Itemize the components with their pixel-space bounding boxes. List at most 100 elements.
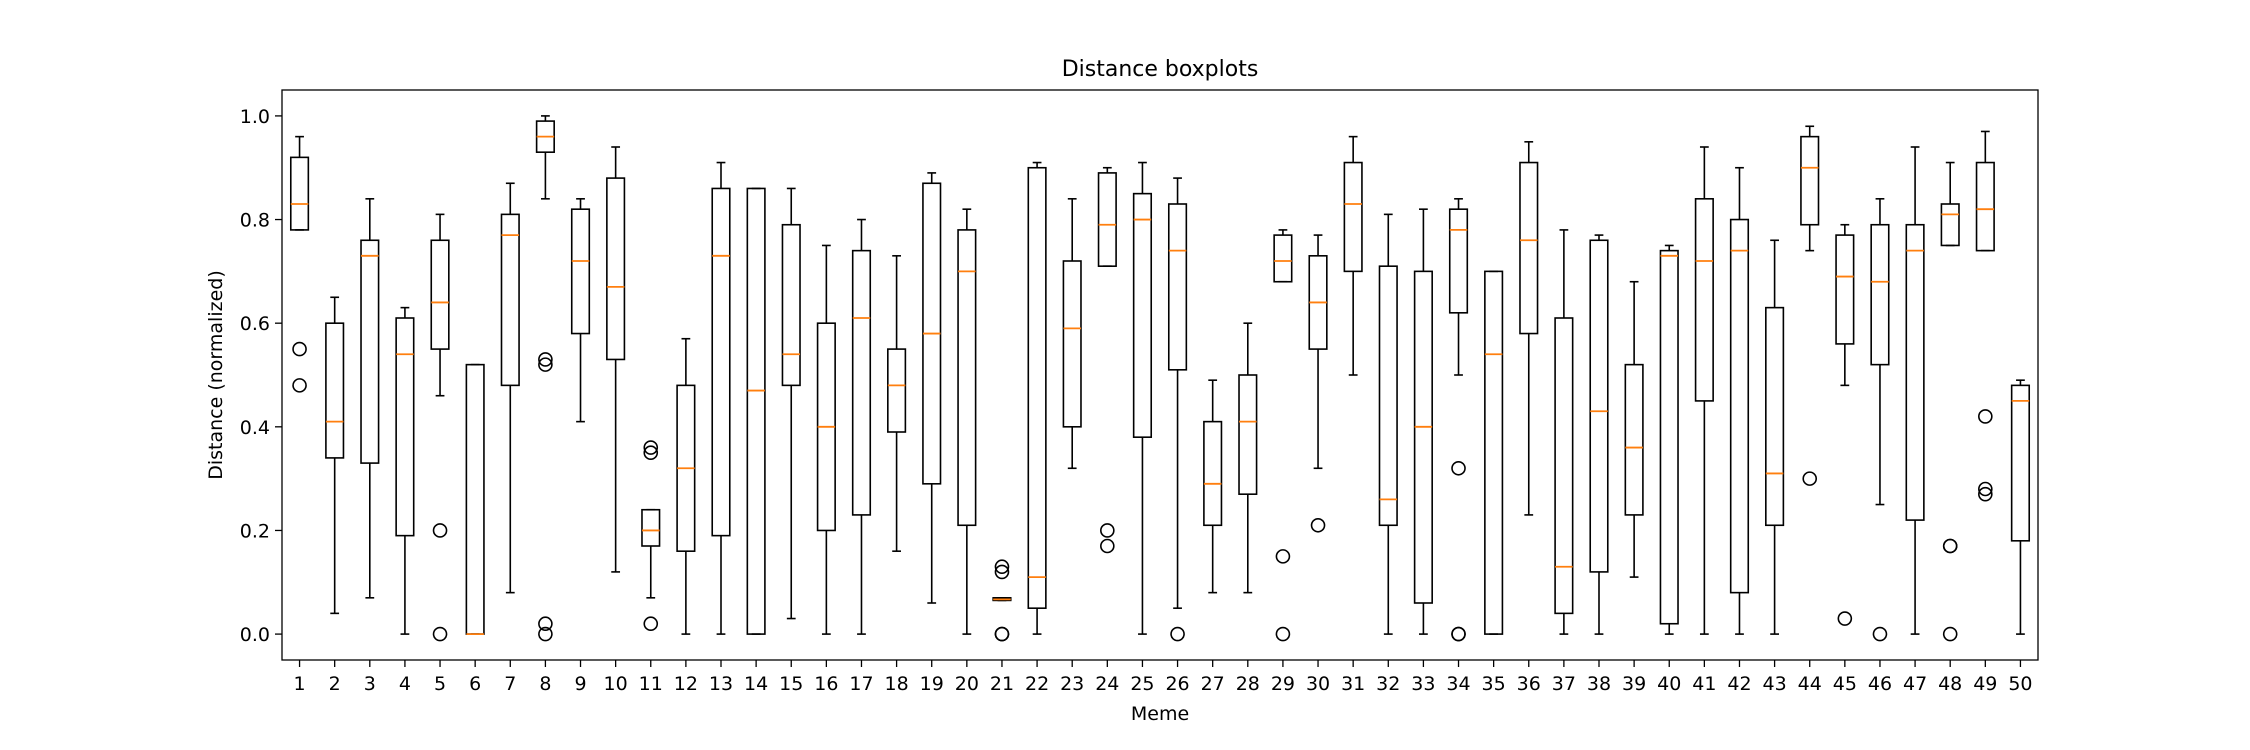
outlier-point — [1802, 471, 1818, 486]
x-tick-label: 3 — [364, 673, 376, 695]
x-tick-label: 34 — [1446, 673, 1470, 695]
x-tick-label: 48 — [1938, 673, 1962, 695]
box-iqr — [781, 223, 801, 387]
box-iqr — [1448, 208, 1469, 314]
box-iqr — [887, 348, 907, 433]
box-iqr — [1589, 239, 1609, 573]
x-tick-label: 32 — [1376, 673, 1400, 695]
x-tick-label: 4 — [399, 673, 411, 695]
outlier-point — [432, 523, 448, 538]
y-tick-label: 0.4 — [240, 417, 270, 439]
x-tick-label: 33 — [1411, 673, 1435, 695]
x-tick-label: 36 — [1517, 673, 1541, 695]
x-axis-label: Meme — [1131, 703, 1189, 725]
outlier-point — [994, 559, 1010, 575]
box-iqr — [2010, 384, 2031, 542]
x-tick-label: 1 — [294, 673, 306, 695]
outlier-point — [643, 445, 659, 461]
outlier-point — [994, 564, 1010, 580]
x-tick-label: 25 — [1130, 673, 1154, 695]
outlier-point — [1942, 626, 1958, 642]
x-tick-label: 2 — [329, 673, 341, 695]
outlier-point — [1978, 481, 1993, 497]
outlier-point — [1451, 626, 1466, 642]
x-tick-label: 7 — [504, 673, 516, 695]
box-iqr — [1554, 317, 1574, 615]
box-iqr — [570, 208, 591, 335]
outlier-point — [1978, 409, 1993, 424]
x-tick-label: 35 — [1482, 673, 1506, 695]
x-tick-label: 9 — [574, 673, 586, 695]
box-iqr — [1975, 161, 1995, 252]
box-iqr — [1765, 306, 1785, 527]
box-iqr — [325, 322, 345, 459]
box-iqr — [430, 239, 450, 350]
box-iqr — [1835, 234, 1855, 345]
box-iqr — [1062, 260, 1082, 428]
box-iqr — [1413, 270, 1433, 604]
x-tick-label: 31 — [1341, 673, 1365, 695]
outlier-point — [292, 341, 307, 357]
x-tick-label: 8 — [539, 673, 551, 695]
y-axis-label: Distance (normalized) — [205, 270, 227, 480]
x-tick-label: 40 — [1657, 673, 1681, 695]
outlier-point — [1837, 611, 1853, 626]
box-iqr — [1484, 270, 1504, 635]
x-tick-label: 21 — [990, 673, 1014, 695]
x-tick-label: 47 — [1903, 673, 1927, 695]
x-tick-label: 16 — [814, 673, 838, 695]
box-iqr — [1870, 223, 1890, 366]
outlier-point — [538, 357, 553, 372]
x-tick-label: 15 — [779, 673, 803, 695]
box-iqr — [606, 177, 626, 361]
x-tick-label: 42 — [1727, 673, 1751, 695]
x-tick-label: 38 — [1587, 673, 1611, 695]
box-iqr — [1694, 198, 1714, 402]
box-iqr — [1519, 161, 1539, 335]
box-iqr — [1203, 420, 1223, 527]
box-iqr — [641, 508, 661, 547]
outlier-point — [643, 616, 659, 632]
x-tick-label: 37 — [1552, 673, 1576, 695]
outlier-point — [538, 616, 553, 632]
x-tick-label: 18 — [885, 673, 909, 695]
x-tick-label: 13 — [709, 673, 733, 695]
box-iqr — [957, 229, 977, 527]
plot-frame — [281, 89, 2039, 661]
box-iqr — [1624, 363, 1644, 516]
outlier-point — [1310, 517, 1326, 533]
x-tick-label: 19 — [920, 673, 944, 695]
x-tick-label: 22 — [1025, 673, 1049, 695]
y-tick-label: 1.0 — [240, 106, 270, 128]
x-tick-label: 24 — [1095, 673, 1119, 695]
outlier-point — [538, 626, 553, 642]
outlier-point — [1100, 523, 1115, 538]
x-tick-label: 41 — [1692, 673, 1716, 695]
box-iqr — [1905, 223, 1925, 521]
x-tick-label: 30 — [1306, 673, 1330, 695]
box-iqr — [1097, 172, 1117, 267]
box-iqr — [1343, 161, 1363, 273]
outlier-point — [538, 352, 553, 367]
y-tick-label: 0.2 — [240, 520, 270, 542]
y-tick-label: 0.8 — [240, 210, 270, 232]
box-iqr — [465, 363, 485, 635]
box-iqr — [1800, 135, 1820, 226]
x-tick-label: 6 — [469, 673, 481, 695]
chart-title: Distance boxplots — [1062, 57, 1259, 82]
x-tick-label: 12 — [674, 673, 698, 695]
box-iqr — [360, 239, 380, 464]
outlier-point — [643, 440, 659, 455]
box-iqr — [500, 213, 520, 387]
outlier-point — [1451, 460, 1466, 476]
y-tick-label: 0.6 — [240, 313, 270, 335]
x-tick-label: 29 — [1271, 673, 1295, 695]
x-tick-label: 46 — [1868, 673, 1892, 695]
y-tick-label: 0.0 — [240, 624, 270, 646]
box-iqr — [1027, 166, 1047, 609]
box-iqr — [1132, 192, 1153, 438]
box-iqr — [746, 187, 766, 635]
plot-area: 0.00.20.40.60.81.01 2 3 4 5 6 7 8 9 10 11 12 13 14 15 1… — [240, 106, 2033, 695]
outlier-point — [1942, 538, 1958, 554]
